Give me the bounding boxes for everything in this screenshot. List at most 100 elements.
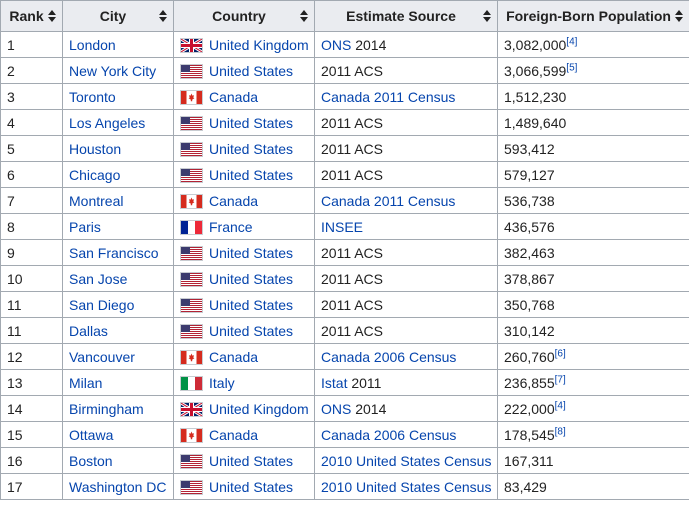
source-cell: 2011 ACS bbox=[314, 265, 498, 292]
header-estimate-source[interactable]: Estimate Source bbox=[314, 0, 498, 32]
city-link[interactable]: Boston bbox=[69, 452, 113, 469]
country-link[interactable]: France bbox=[209, 218, 253, 235]
source-text: 2014 bbox=[351, 36, 387, 53]
table-row: 7 Montreal Canada Canada 2011 Census 536… bbox=[0, 187, 689, 214]
source-link[interactable]: Canada 2006 Census bbox=[321, 426, 457, 443]
header-city[interactable]: City bbox=[62, 0, 174, 32]
country-cell: United States bbox=[173, 161, 315, 188]
sort-icon[interactable] bbox=[483, 10, 491, 22]
city-link[interactable]: Birmingham bbox=[69, 400, 144, 417]
city-link[interactable]: Paris bbox=[69, 218, 101, 235]
rank-cell: 11 bbox=[0, 317, 63, 344]
country-link[interactable]: United States bbox=[209, 296, 294, 313]
reference-link[interactable]: [4] bbox=[554, 399, 566, 411]
us-flag-icon bbox=[180, 453, 203, 469]
population-value: 579,127 bbox=[504, 166, 555, 183]
source-cell: 2011 ACS bbox=[314, 161, 498, 188]
city-cell: Paris bbox=[62, 213, 174, 240]
source-cell: 2011 ACS bbox=[314, 317, 498, 344]
source-link[interactable]: ONS bbox=[321, 400, 352, 417]
source-cell: 2011 ACS bbox=[314, 109, 498, 136]
city-link[interactable]: Los Angeles bbox=[69, 114, 146, 131]
reference-link[interactable]: [7] bbox=[554, 373, 566, 385]
reference-link[interactable]: [5] bbox=[566, 61, 578, 73]
population-value: 3,082,000 bbox=[504, 36, 567, 53]
city-cell: Chicago bbox=[62, 161, 174, 188]
source-link[interactable]: INSEE bbox=[321, 218, 364, 235]
source-link[interactable]: Canada 2006 Census bbox=[321, 348, 457, 365]
city-link[interactable]: San Diego bbox=[69, 296, 135, 313]
country-link[interactable]: United States bbox=[209, 62, 294, 79]
header-rank[interactable]: Rank bbox=[0, 0, 63, 32]
city-link[interactable]: Milan bbox=[69, 374, 103, 391]
reference-link[interactable]: [4] bbox=[566, 35, 578, 47]
city-link[interactable]: Montreal bbox=[69, 192, 124, 209]
us-flag-icon bbox=[180, 271, 203, 287]
city-cell: Ottawa bbox=[62, 421, 174, 448]
header-foreign-born-population[interactable]: Foreign-Born Population bbox=[497, 0, 689, 32]
population-cell: 436,576 bbox=[497, 213, 689, 240]
population-value: 260,760 bbox=[504, 348, 555, 365]
country-link[interactable]: United States bbox=[209, 322, 294, 339]
header-country[interactable]: Country bbox=[173, 0, 315, 32]
population-cell: 167,311 bbox=[497, 447, 689, 474]
population-value: 236,855 bbox=[504, 374, 555, 391]
rank-value: 2 bbox=[7, 62, 15, 79]
header-label: City bbox=[99, 8, 127, 24]
source-cell: Canada 2006 Census bbox=[314, 343, 498, 370]
population-value: 178,545 bbox=[504, 426, 555, 443]
city-link[interactable]: Ottawa bbox=[69, 426, 114, 443]
city-link[interactable]: Chicago bbox=[69, 166, 121, 183]
country-link[interactable]: United States bbox=[209, 244, 294, 261]
source-link[interactable]: 2010 United States Census bbox=[321, 452, 492, 469]
city-link[interactable]: Dallas bbox=[69, 322, 108, 339]
city-link[interactable]: New York City bbox=[69, 62, 157, 79]
country-cell: Canada bbox=[173, 421, 315, 448]
reference-link[interactable]: [8] bbox=[554, 425, 566, 437]
source-link[interactable]: ONS bbox=[321, 36, 352, 53]
country-link[interactable]: United States bbox=[209, 166, 294, 183]
rank-value: 12 bbox=[7, 348, 23, 365]
sort-icon[interactable] bbox=[675, 10, 683, 22]
source-link[interactable]: Istat bbox=[321, 374, 348, 391]
country-cell: United States bbox=[173, 291, 315, 318]
reference-link[interactable]: [6] bbox=[554, 347, 566, 359]
source-link[interactable]: 2010 United States Census bbox=[321, 478, 492, 495]
city-link[interactable]: Washington DC bbox=[69, 478, 167, 495]
population-value: 378,867 bbox=[504, 270, 555, 287]
population-cell: 3,082,000[4] bbox=[497, 31, 689, 58]
source-link[interactable]: Canada 2011 Census bbox=[321, 88, 456, 105]
country-link[interactable]: United States bbox=[209, 478, 294, 495]
city-link[interactable]: San Jose bbox=[69, 270, 128, 287]
country-link[interactable]: Canada bbox=[209, 348, 259, 365]
city-link[interactable]: London bbox=[69, 36, 116, 53]
country-link[interactable]: United States bbox=[209, 114, 294, 131]
city-link[interactable]: San Francisco bbox=[69, 244, 159, 261]
population-value: 310,142 bbox=[504, 322, 555, 339]
us-flag-icon bbox=[180, 167, 203, 183]
table-row: 14 Birmingham United Kingdom ONS 2014 22… bbox=[0, 395, 689, 422]
source-link[interactable]: Canada 2011 Census bbox=[321, 192, 456, 209]
sort-icon[interactable] bbox=[300, 10, 308, 22]
country-link[interactable]: United States bbox=[209, 140, 294, 157]
population-value: 1,489,640 bbox=[504, 114, 567, 131]
rank-cell: 4 bbox=[0, 109, 63, 136]
country-link[interactable]: United Kingdom bbox=[209, 36, 309, 53]
us-flag-icon bbox=[180, 297, 203, 313]
source-text: 2011 ACS bbox=[321, 166, 384, 183]
rank-value: 9 bbox=[7, 244, 15, 261]
sort-icon[interactable] bbox=[159, 10, 167, 22]
country-link[interactable]: Canada bbox=[209, 426, 259, 443]
rank-cell: 7 bbox=[0, 187, 63, 214]
sort-icon[interactable] bbox=[48, 10, 56, 22]
population-value: 83,429 bbox=[504, 478, 547, 495]
country-link[interactable]: Canada bbox=[209, 192, 259, 209]
city-link[interactable]: Houston bbox=[69, 140, 122, 157]
country-link[interactable]: United States bbox=[209, 452, 294, 469]
country-link[interactable]: United States bbox=[209, 270, 294, 287]
city-link[interactable]: Toronto bbox=[69, 88, 116, 105]
country-link[interactable]: United Kingdom bbox=[209, 400, 309, 417]
country-link[interactable]: Italy bbox=[209, 374, 235, 391]
country-link[interactable]: Canada bbox=[209, 88, 259, 105]
city-link[interactable]: Vancouver bbox=[69, 348, 135, 365]
